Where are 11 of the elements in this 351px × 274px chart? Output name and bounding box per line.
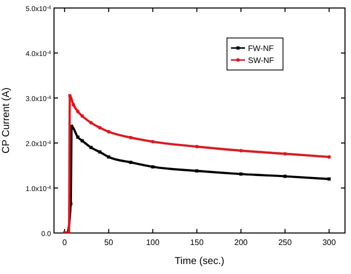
- x-tick-label: 300: [322, 238, 336, 247]
- legend-label: FW-NF: [248, 44, 274, 53]
- x-tick-label: 50: [104, 238, 114, 247]
- x-tick-label: 250: [278, 238, 292, 247]
- y-axis-title: CP Current (A): [1, 88, 12, 154]
- x-tick-label: 150: [190, 238, 204, 247]
- x-tick-label: 0: [62, 238, 68, 247]
- x-tick-label: 100: [146, 238, 160, 247]
- x-tick-label: 200: [234, 238, 248, 247]
- x-axis-title: Time (sec.): [174, 256, 224, 267]
- legend-label: SW-NF: [248, 56, 274, 65]
